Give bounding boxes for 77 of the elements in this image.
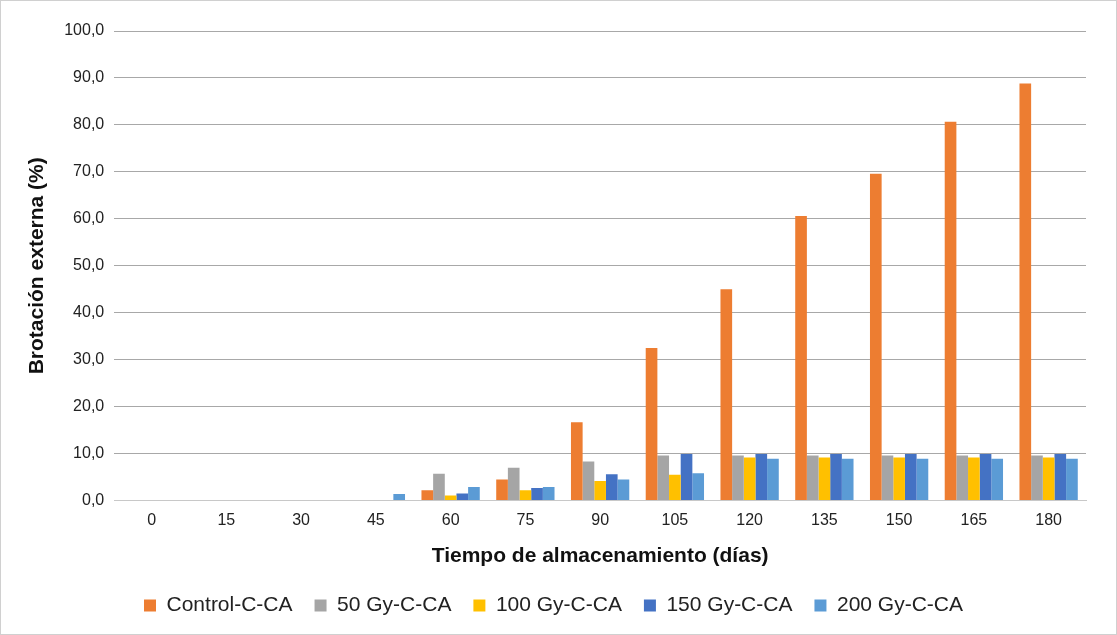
bar [692, 473, 705, 501]
bar [542, 486, 555, 501]
bar [968, 457, 980, 501]
bar [944, 121, 957, 501]
x-tick-label: 180 [1035, 510, 1063, 528]
bar [956, 455, 969, 501]
bar [893, 457, 905, 501]
bar [657, 455, 670, 501]
y-tick-label: 80,0 [73, 115, 105, 133]
bar [743, 457, 756, 501]
bar [841, 458, 854, 501]
y-tick-label: 60,0 [73, 209, 105, 227]
bar [979, 454, 992, 501]
bar [916, 458, 929, 501]
bar [617, 479, 630, 501]
bar [1054, 454, 1067, 501]
bar [393, 494, 406, 501]
bar [669, 474, 681, 501]
bar [818, 457, 831, 501]
legend-label: 150 Gy-C-CA [666, 592, 793, 616]
bar [531, 487, 543, 501]
y-tick-label: 50,0 [73, 256, 105, 274]
y-tick-label: 20,0 [73, 397, 105, 415]
x-tick-label: 30 [292, 510, 311, 528]
legend-label: Control-C-CA [166, 592, 293, 616]
bar [904, 454, 917, 501]
bar [605, 474, 618, 501]
y-tick-label: 10,0 [73, 444, 105, 462]
y-tick-label: 30,0 [73, 350, 105, 368]
bar [680, 454, 693, 501]
bar [519, 490, 532, 501]
x-tick-label: 135 [811, 510, 838, 528]
bar [1019, 83, 1032, 501]
x-axis-title: Tiempo de almacenamiento (días) [431, 543, 769, 567]
bar [496, 479, 508, 501]
x-tick-label: 0 [147, 510, 157, 528]
x-tick-label: 15 [217, 510, 236, 528]
y-tick-label: 100,0 [64, 21, 105, 39]
bar [869, 173, 882, 501]
bar [1031, 455, 1043, 501]
x-tick-label: 165 [960, 510, 988, 528]
legend-label: 200 Gy-C-CA [836, 592, 963, 616]
bar [732, 455, 744, 501]
bar [806, 455, 819, 501]
x-tick-label: 90 [591, 510, 610, 528]
bar [582, 461, 595, 501]
bar [755, 454, 768, 501]
y-axis-title: Brotación externa (%) [24, 157, 48, 375]
bar [444, 495, 457, 501]
bar [991, 458, 1004, 501]
y-tick-label: 90,0 [73, 68, 105, 86]
bar [507, 467, 520, 501]
bar [830, 454, 842, 501]
bar [570, 422, 583, 501]
bar [594, 480, 606, 501]
x-tick-label: 120 [736, 510, 764, 528]
bar [795, 216, 807, 501]
bar [881, 455, 894, 501]
bar [1042, 457, 1055, 501]
y-tick-label: 0,0 [81, 491, 105, 509]
bar [468, 486, 480, 501]
legend-label: 50 Gy-C-CA [337, 592, 452, 616]
x-tick-label: 75 [516, 510, 535, 528]
x-tick-label: 45 [366, 510, 385, 528]
bar [433, 473, 445, 501]
bar [720, 289, 733, 501]
y-tick-label: 70,0 [73, 162, 105, 180]
bar [421, 490, 434, 501]
bar [1066, 458, 1078, 501]
y-tick-label: 40,0 [73, 303, 105, 321]
x-tick-label: 60 [441, 510, 460, 528]
x-tick-label: 105 [661, 510, 689, 528]
bar [456, 493, 469, 501]
bar [645, 347, 658, 501]
legend-label: 100 Gy-C-CA [495, 592, 622, 616]
bar [767, 458, 779, 501]
x-tick-label: 150 [885, 510, 913, 528]
